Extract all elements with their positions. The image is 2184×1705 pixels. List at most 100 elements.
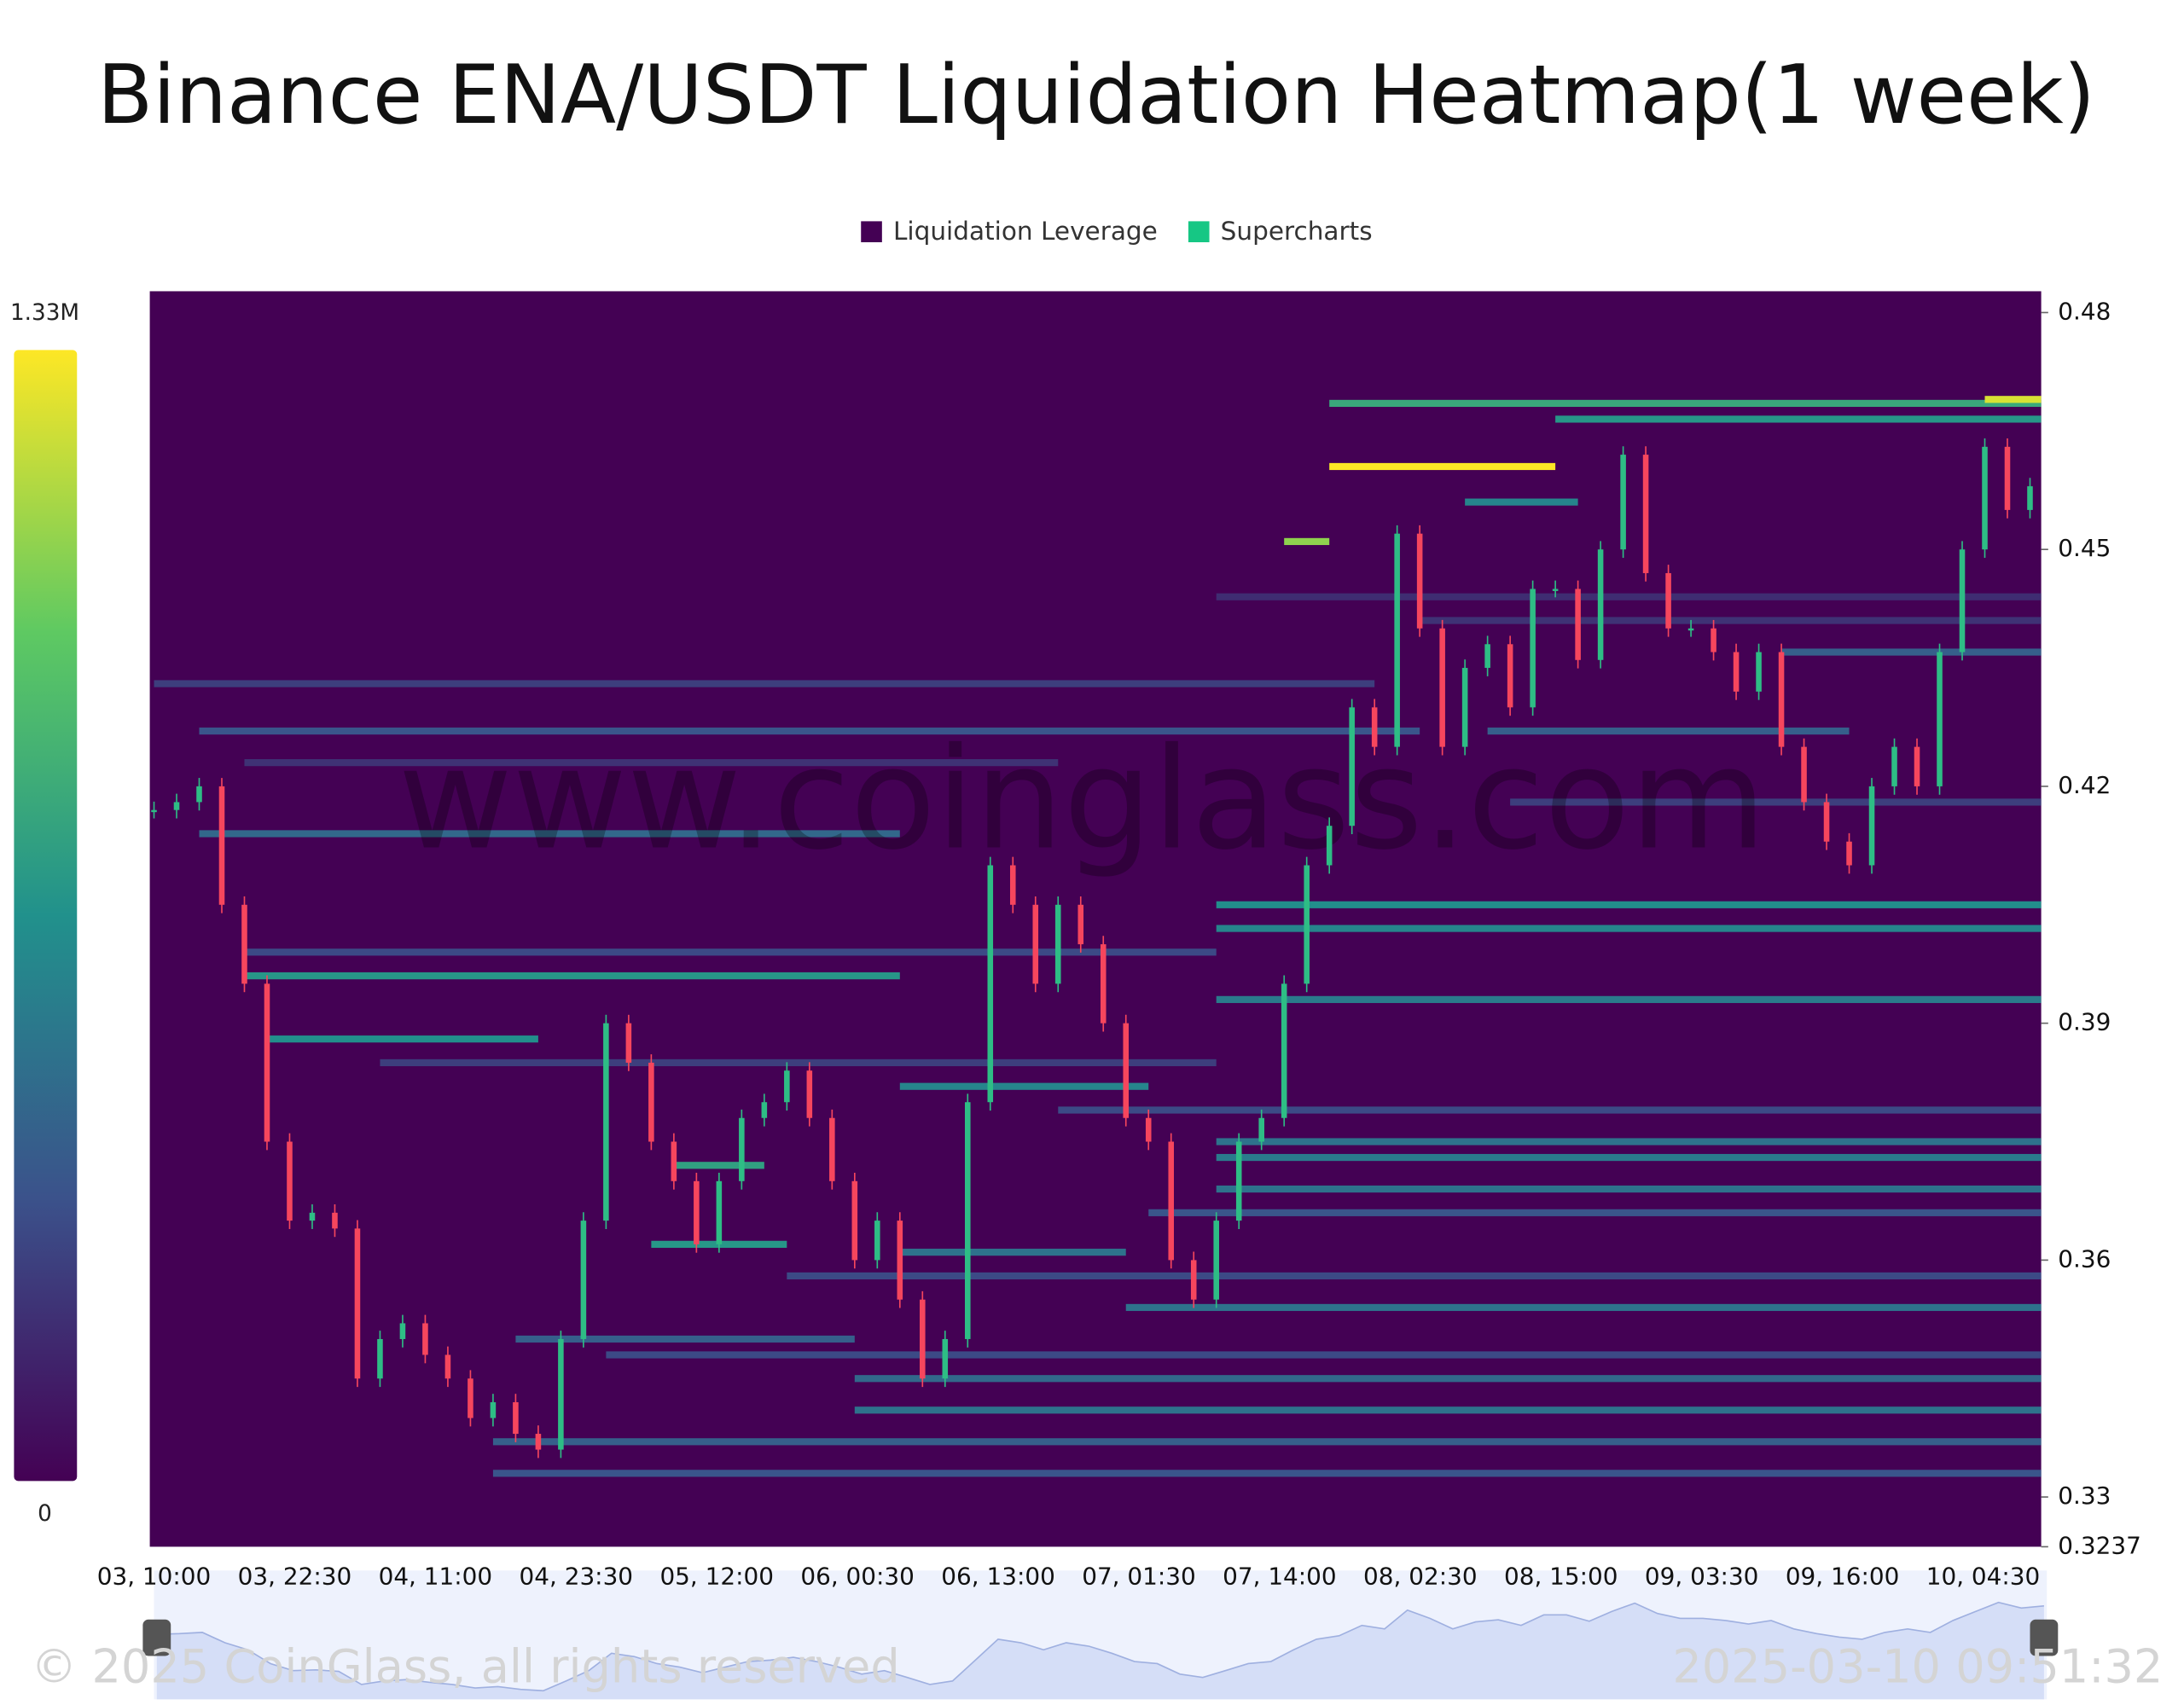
candle <box>761 1102 768 1118</box>
candle <box>1235 1141 1242 1221</box>
y-tick-label: 0.36 <box>2058 1244 2111 1273</box>
candle <box>1123 1023 1130 1118</box>
liquidation-band <box>1420 617 2042 624</box>
liquidation-band <box>1284 537 1330 546</box>
candle <box>558 1338 564 1450</box>
liquidation-band <box>1216 901 2042 908</box>
plot-background <box>149 291 2042 1547</box>
copyright: © 2025 CoinGlass, all rights reserved <box>31 1639 900 1693</box>
candle <box>1145 1117 1152 1142</box>
candle <box>1597 549 1604 660</box>
candle <box>671 1141 677 1181</box>
candle <box>829 1117 835 1181</box>
candle <box>1100 944 1107 1024</box>
candle <box>1891 746 1897 786</box>
candle <box>399 1323 406 1339</box>
candle <box>920 1299 926 1379</box>
candle <box>1914 746 1920 786</box>
candle <box>965 1102 971 1339</box>
candle <box>151 809 157 813</box>
liquidation-band <box>1216 593 2042 600</box>
candle <box>444 1354 451 1379</box>
candle <box>422 1323 428 1355</box>
candle <box>490 1402 497 1418</box>
liquidation-band <box>1216 995 2042 1003</box>
candle <box>1394 533 1400 747</box>
candle <box>851 1180 858 1261</box>
candle <box>806 1070 813 1118</box>
candle <box>942 1338 949 1379</box>
candle <box>1077 904 1084 945</box>
y-tick-label: 0.33 <box>2058 1482 2111 1510</box>
liquidation-band <box>1216 1185 2042 1193</box>
liquidation-band <box>1216 1138 2042 1145</box>
candle <box>513 1402 519 1435</box>
candle <box>1733 652 1740 692</box>
liquidation-band <box>492 1438 2042 1446</box>
x-tick-label: 04, 11:00 <box>379 1563 493 1591</box>
candle <box>1304 865 1310 984</box>
liquidation-band <box>266 1035 538 1043</box>
liquidation-band <box>244 972 900 980</box>
liquidation-band <box>899 1249 1126 1256</box>
liquidation-band <box>244 948 1217 956</box>
liquidation-band <box>854 1406 2042 1414</box>
liquidation-band <box>1148 1209 2042 1216</box>
navigator-handle[interactable] <box>2030 1619 2059 1656</box>
candle <box>354 1228 361 1379</box>
liquidation-band <box>854 1375 2042 1383</box>
candle <box>1484 644 1490 669</box>
timestamp: 2025-03-10 09:51:32 <box>1672 1639 2163 1693</box>
legend-swatch <box>861 221 882 243</box>
candle <box>1642 455 1649 573</box>
x-tick-label: 07, 14:00 <box>1223 1563 1337 1591</box>
candle <box>1575 589 1581 660</box>
candle <box>1846 841 1852 866</box>
x-tick-label: 05, 12:00 <box>659 1563 774 1591</box>
legend-label: Supercharts <box>1221 217 1373 246</box>
x-tick-label: 03, 10:00 <box>97 1563 212 1591</box>
liquidation-band <box>199 830 900 838</box>
navigator-handle[interactable] <box>142 1619 171 1656</box>
liquidation-band <box>673 1162 764 1169</box>
candle <box>1937 652 1943 786</box>
y-tick-label: 0.48 <box>2058 297 2111 325</box>
liquidation-band <box>787 1272 2042 1280</box>
liquidation-band <box>1216 1153 2042 1162</box>
candle <box>1801 746 1807 803</box>
candle <box>1032 904 1039 984</box>
navigator-line <box>156 1601 2044 1692</box>
candle <box>1756 652 1762 692</box>
candle <box>377 1338 383 1379</box>
x-tick-label: 06, 00:30 <box>800 1563 915 1591</box>
liquidation-band <box>1465 498 1578 506</box>
liquidation-band <box>1510 798 2042 806</box>
x-tick-label: 08, 15:00 <box>1504 1563 1618 1591</box>
candle <box>1823 802 1830 842</box>
candle <box>468 1378 473 1418</box>
color-tick-label: 0 <box>38 1501 52 1527</box>
y-tick-label: 0.3237 <box>2058 1531 2141 1559</box>
y-tick-label: 0.45 <box>2058 534 2111 562</box>
color-tick-label: 1.33M <box>10 300 79 326</box>
y-tick-label: 0.39 <box>2058 1008 2111 1036</box>
candle <box>1778 652 1785 747</box>
candle <box>173 802 180 810</box>
liquidation-band <box>154 680 1375 687</box>
candle <box>1190 1260 1197 1300</box>
candle <box>874 1221 880 1261</box>
candle <box>1009 865 1016 905</box>
liquidation-band <box>1125 1303 2042 1312</box>
candle <box>1711 628 1716 652</box>
candle <box>218 786 225 905</box>
candle <box>2027 486 2033 510</box>
candle <box>897 1221 903 1300</box>
candle <box>1326 826 1333 866</box>
x-tick-label: 09, 16:00 <box>1786 1563 1900 1591</box>
candle <box>1687 628 1694 631</box>
candle <box>1054 904 1061 984</box>
x-tick-label: 10, 04:30 <box>1926 1563 2041 1591</box>
legend-swatch <box>1188 221 1210 243</box>
candle <box>1530 589 1536 708</box>
navigator-area <box>156 1602 2044 1700</box>
